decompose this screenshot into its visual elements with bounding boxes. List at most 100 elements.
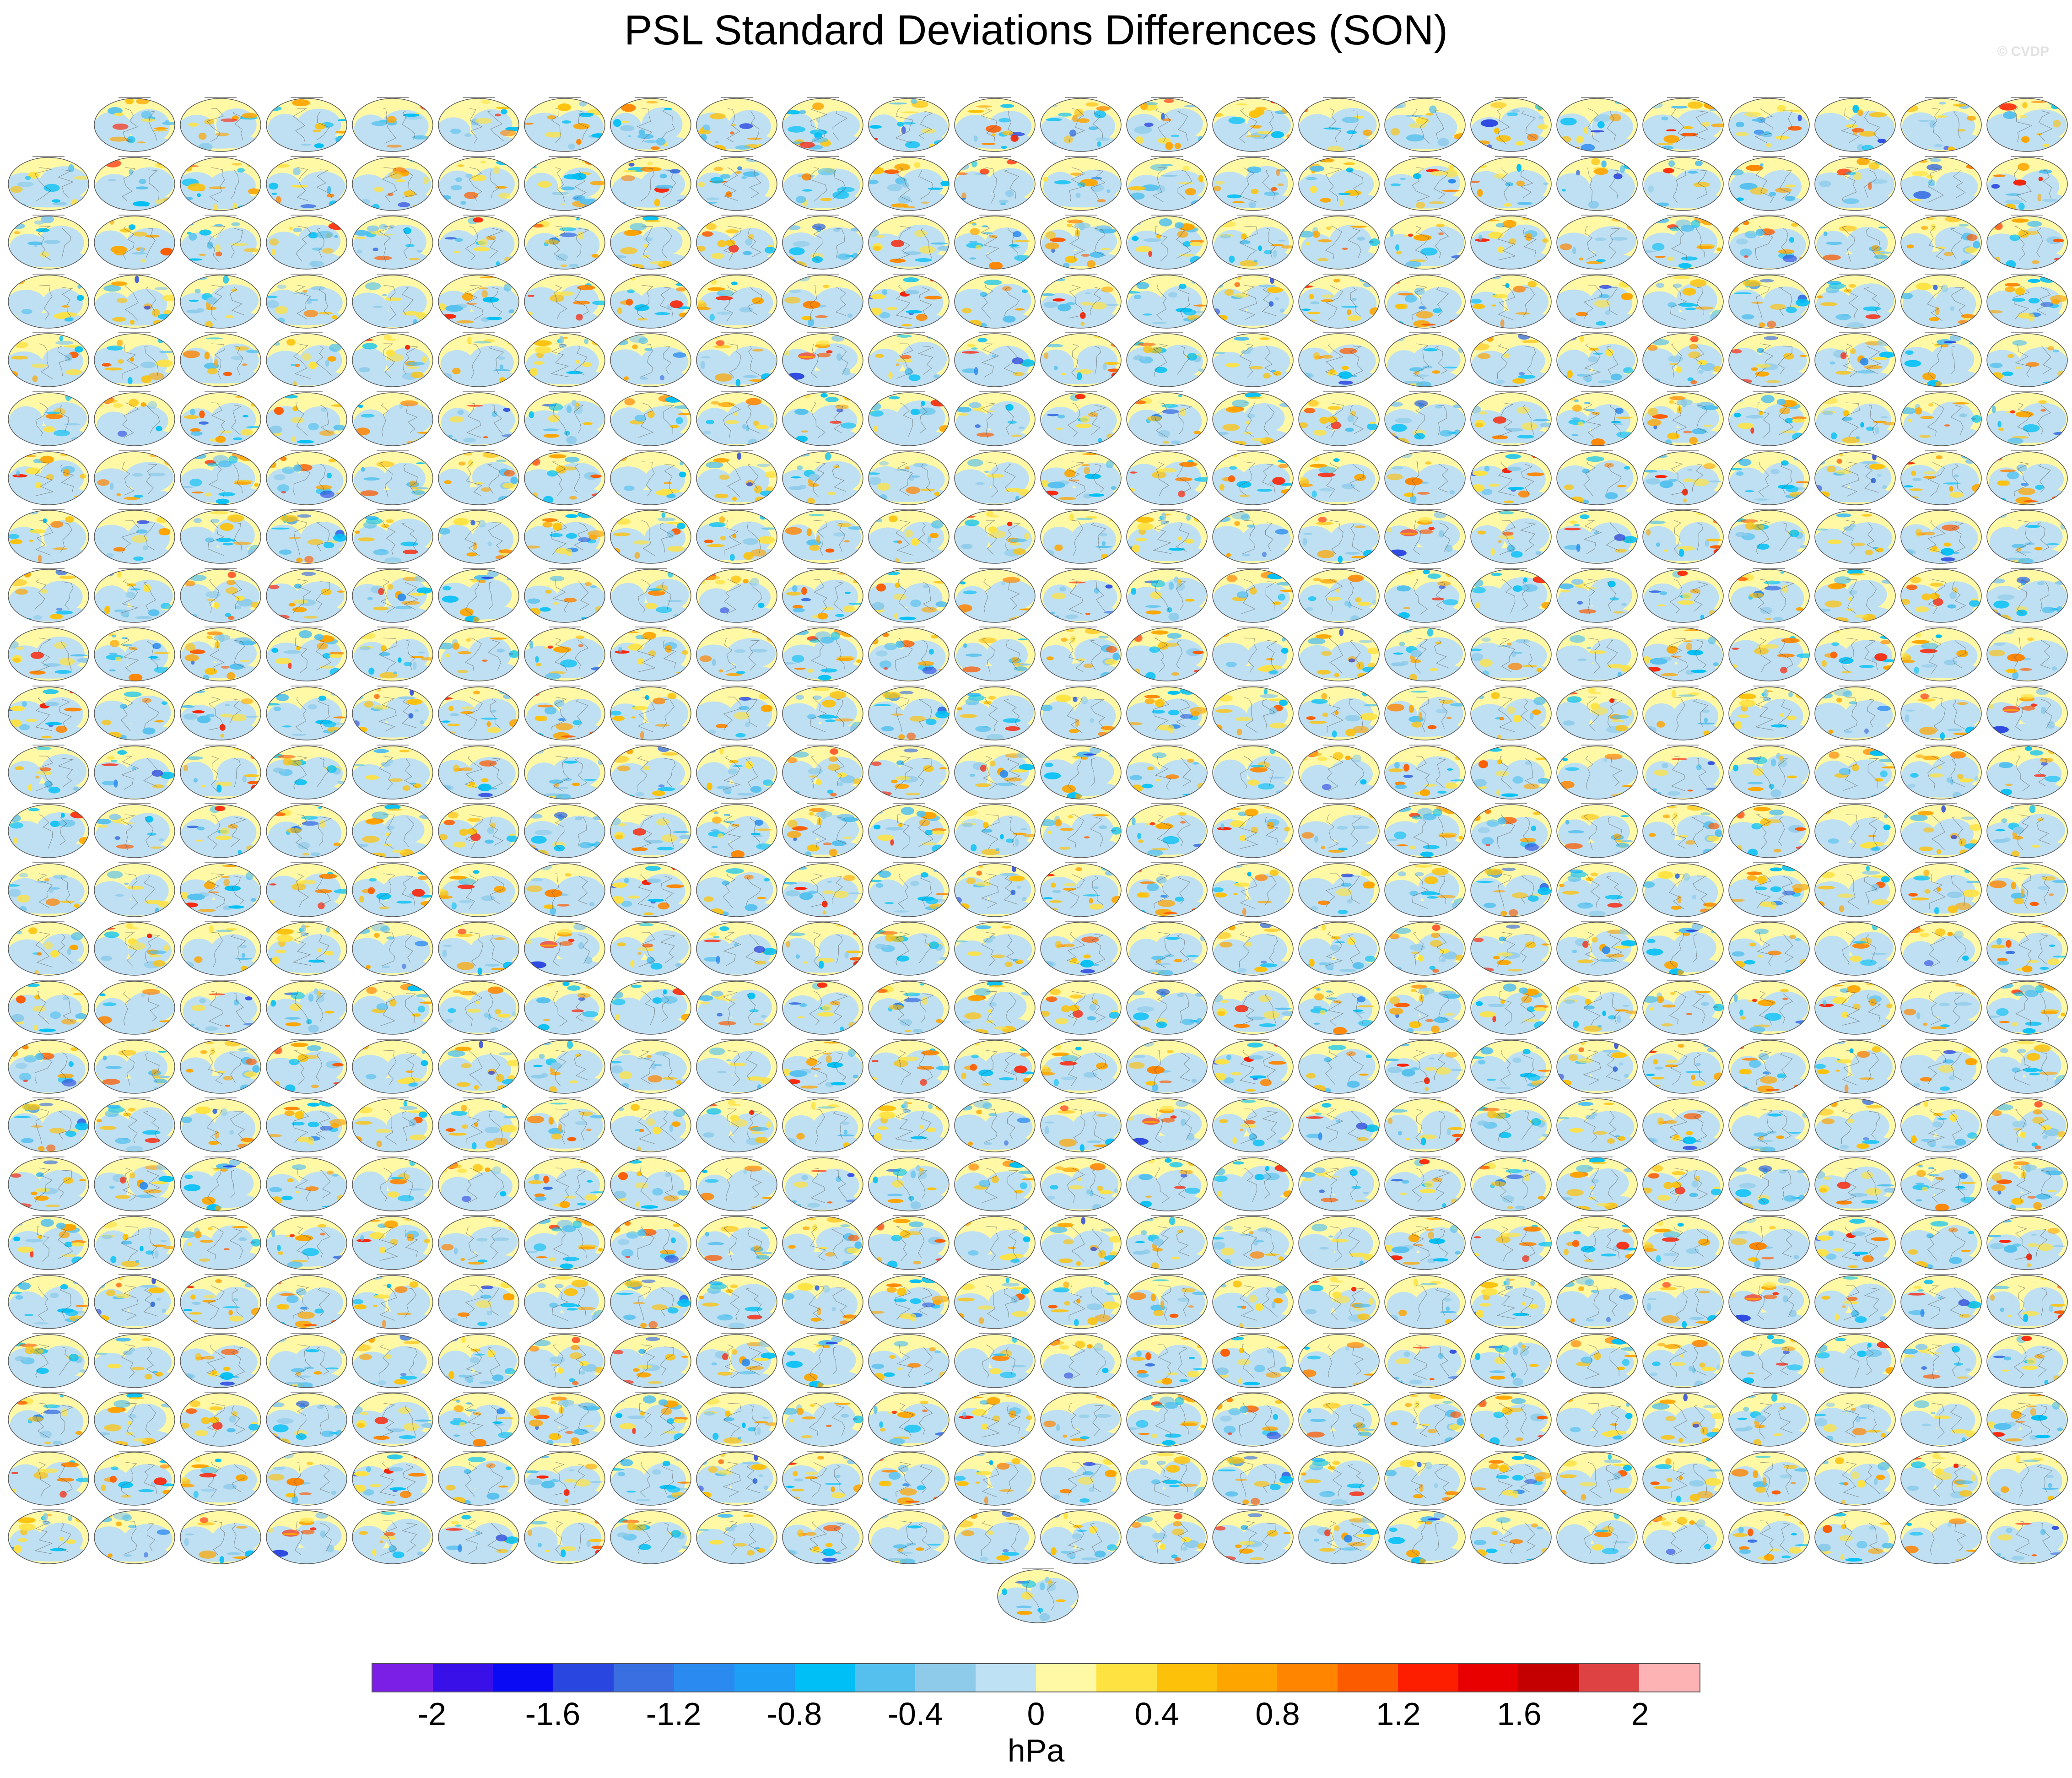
panel-heading	[291, 803, 323, 804]
map-panel	[437, 568, 520, 624]
panel-heading	[635, 332, 667, 333]
panel-heading	[1839, 450, 1871, 451]
map-outline	[954, 981, 1036, 1035]
map-outline	[1728, 157, 1810, 211]
panel-heading	[1581, 1039, 1613, 1040]
panel-heading	[893, 1274, 925, 1275]
map-panel	[954, 921, 1036, 977]
map-panel	[610, 568, 692, 624]
map-outline	[438, 1098, 519, 1152]
map-panel	[351, 215, 434, 270]
map-outline	[696, 1216, 777, 1270]
panel-heading	[1495, 1451, 1527, 1452]
colorbar-label: 0.8	[1255, 1696, 1300, 1732]
map-panel	[696, 568, 778, 624]
map-panel	[610, 1215, 692, 1271]
map-panel	[523, 215, 606, 270]
map-panel	[1126, 215, 1208, 270]
map-panel	[523, 1333, 606, 1389]
map-panel	[179, 921, 262, 977]
map-outline	[610, 863, 691, 917]
map-panel	[1642, 450, 1724, 506]
panel-heading	[1151, 980, 1183, 981]
map-outline	[1728, 1452, 1810, 1506]
map-panel	[7, 980, 90, 1036]
panel-heading	[635, 862, 667, 863]
map-panel	[1900, 627, 1982, 682]
map-outline	[266, 333, 347, 387]
map-outline	[94, 1393, 175, 1447]
map-panel	[7, 156, 90, 212]
map-outline	[524, 746, 605, 800]
map-outline	[1040, 510, 1122, 564]
map-outline	[954, 922, 1036, 976]
map-outline	[868, 98, 950, 152]
map-panel	[868, 450, 950, 506]
map-panel	[782, 980, 864, 1036]
panel-heading	[1667, 509, 1699, 510]
panel-heading	[1839, 1274, 1871, 1275]
map-panel	[93, 1039, 176, 1095]
map-panel	[696, 1392, 778, 1448]
map-outline	[1986, 451, 2068, 505]
panel-heading	[2011, 332, 2043, 333]
map-panel	[7, 1097, 90, 1153]
map-panel	[1642, 509, 1724, 565]
map-panel	[1298, 980, 1380, 1036]
map-panel	[610, 745, 692, 800]
panel-heading	[32, 274, 65, 275]
colorbar-box	[1338, 1664, 1398, 1692]
map-outline	[782, 1334, 863, 1388]
panel-heading	[635, 1451, 667, 1452]
panel-heading	[291, 156, 323, 157]
map-panel	[265, 686, 348, 741]
map-panel	[1728, 627, 1810, 682]
map-outline	[1642, 392, 1724, 446]
map-outline	[1900, 981, 1982, 1035]
map-outline	[696, 1510, 777, 1564]
panel-heading	[549, 1509, 581, 1510]
panel-heading	[2011, 921, 2043, 922]
map-panel	[437, 1392, 520, 1448]
map-outline	[524, 451, 605, 505]
map-outline	[1212, 627, 1294, 681]
map-panel	[7, 627, 90, 682]
panel-heading	[1925, 156, 1957, 157]
map-panel	[1728, 1215, 1810, 1271]
panel-heading	[807, 156, 839, 157]
map-panel	[1212, 450, 1294, 506]
map-panel	[1728, 156, 1810, 212]
map-panel	[696, 1097, 778, 1153]
map-outline	[1212, 1216, 1294, 1270]
map-panel	[437, 332, 520, 388]
panel-heading	[635, 1333, 667, 1334]
panel-heading	[1065, 156, 1097, 157]
map-panel	[437, 862, 520, 918]
panel-heading	[463, 921, 495, 922]
panel-heading	[291, 980, 323, 981]
map-panel	[1298, 215, 1380, 270]
map-panel	[265, 509, 348, 565]
map-panel	[1384, 686, 1466, 741]
panel-heading	[1323, 1097, 1355, 1098]
panel-heading	[463, 1392, 495, 1393]
map-panel	[1470, 686, 1552, 741]
map-outline	[1040, 1393, 1122, 1447]
panel-heading	[1581, 1274, 1613, 1275]
map-outline	[696, 1334, 777, 1388]
panel-heading	[1151, 568, 1183, 569]
map-outline	[180, 1510, 261, 1564]
panel-heading	[1581, 745, 1613, 746]
panel-heading	[1151, 97, 1183, 98]
map-outline	[1556, 981, 1638, 1035]
map-outline	[1040, 1216, 1122, 1270]
map-panel-grid	[7, 97, 2068, 1623]
map-panel	[1728, 803, 1810, 859]
map-panel	[696, 97, 778, 153]
map-outline	[1298, 1275, 1380, 1329]
map-panel	[1986, 509, 2068, 565]
map-panel	[1298, 1451, 1380, 1507]
panel-heading	[205, 980, 237, 981]
map-outline	[1470, 98, 1552, 152]
panel-heading	[1839, 568, 1871, 569]
